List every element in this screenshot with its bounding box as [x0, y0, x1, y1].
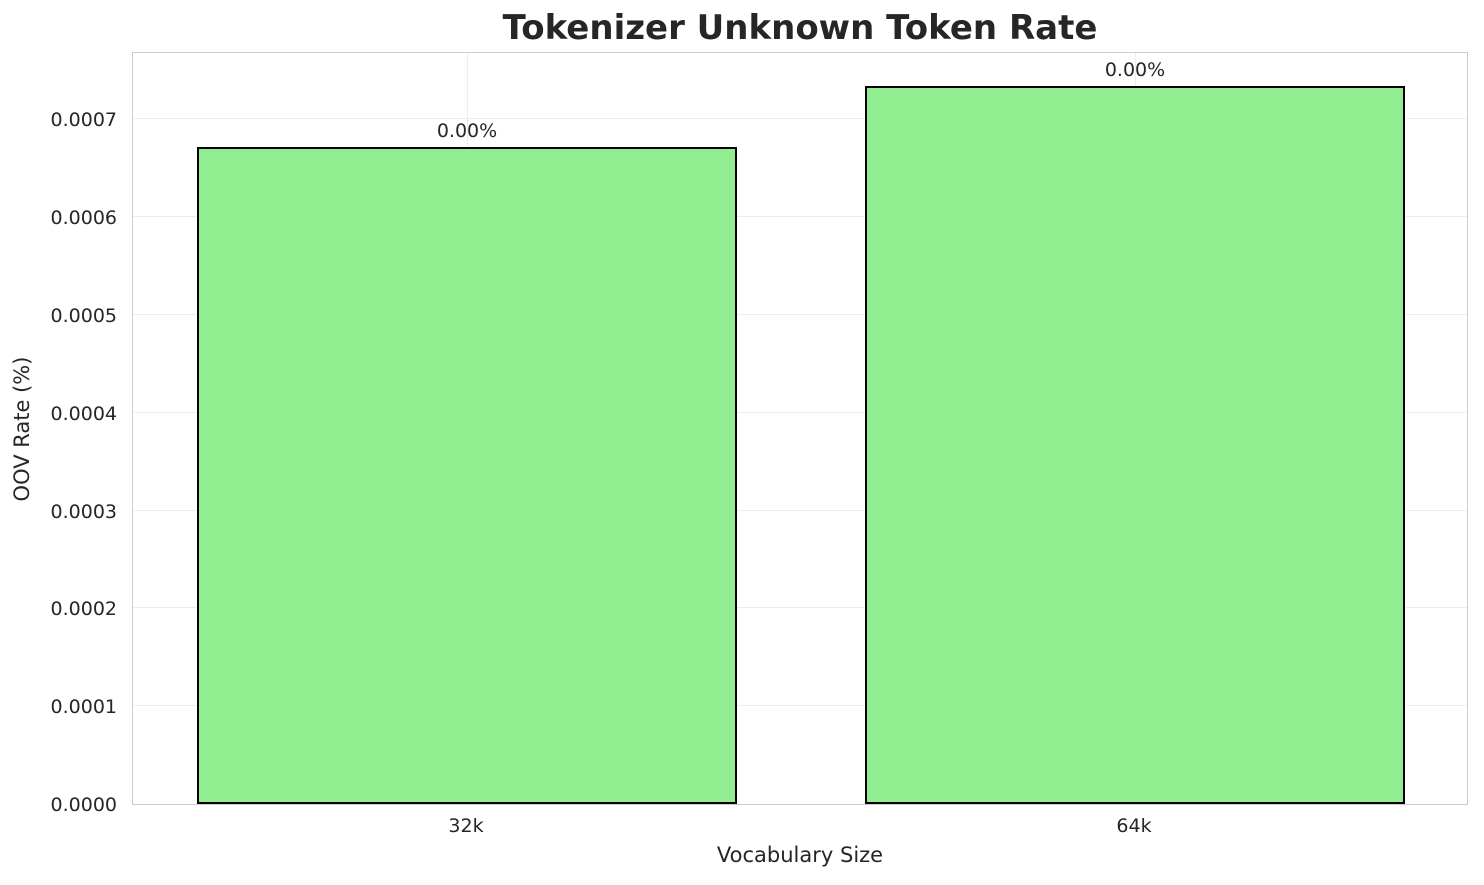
x-tick-label: 64k	[1116, 815, 1152, 837]
x-axis-label: Vocabulary Size	[716, 843, 884, 867]
bar	[197, 146, 737, 804]
bar	[865, 86, 1405, 804]
y-axis-label: OOV Rate (%)	[10, 356, 34, 502]
gridline-horizontal	[133, 411, 1467, 413]
gridline-horizontal	[133, 216, 1467, 218]
y-tick-label: 0.0000	[50, 794, 117, 816]
plot-area: 0.00% 0.00%	[132, 52, 1468, 805]
y-tick-label: 0.0001	[50, 696, 117, 719]
x-tick-label: 32k	[448, 815, 484, 837]
gridline-horizontal	[133, 607, 1467, 609]
y-tick-label: 0.0006	[50, 207, 117, 230]
gridline-horizontal	[133, 509, 1467, 511]
gridline-horizontal	[133, 314, 1467, 316]
y-tick-label: 0.0004	[50, 402, 117, 425]
y-tick-label: 0.0005	[50, 305, 117, 328]
y-tick-label: 0.0007	[50, 109, 117, 132]
y-tick-label: 0.0002	[50, 598, 117, 621]
gridline-horizontal	[133, 705, 1467, 707]
gridline-horizontal	[133, 118, 1467, 120]
bar-value-label: 0.00%	[436, 120, 498, 142]
bar-value-label: 0.00%	[1104, 59, 1166, 82]
chart-title: Tokenizer Unknown Token Rate	[502, 8, 1098, 48]
y-tick-label: 0.0003	[50, 500, 117, 523]
